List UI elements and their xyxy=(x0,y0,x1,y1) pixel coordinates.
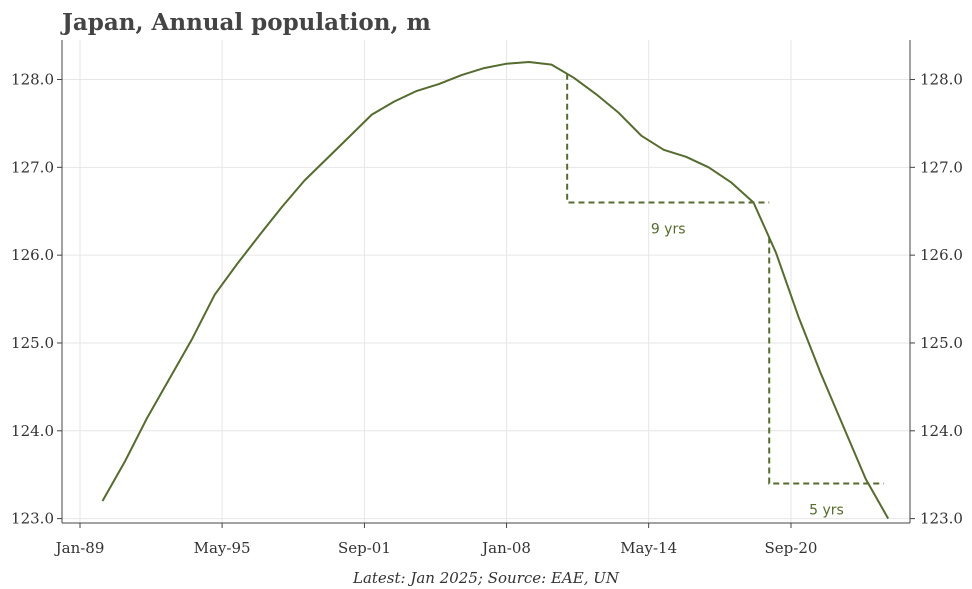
x-tick-label: Sep-01 xyxy=(338,539,391,557)
x-tick-label: Jan-08 xyxy=(480,539,531,557)
y-tick-label-left: 123.0 xyxy=(11,510,54,528)
y-tick-label-right: 124.0 xyxy=(920,422,963,440)
chart-title: Japan, Annual population, m xyxy=(60,9,431,36)
grid-layer xyxy=(62,40,910,523)
y-tick-label-right: 123.0 xyxy=(920,510,963,528)
annotation-bracket xyxy=(768,237,884,485)
y-tick-label-left: 125.0 xyxy=(11,334,54,352)
annotation-layer: 9 yrs 5 yrs xyxy=(566,73,884,518)
x-tick-label: May-14 xyxy=(620,539,677,557)
x-tick-label: Sep-20 xyxy=(765,539,818,557)
y-tick-label-right: 126.0 xyxy=(920,246,963,264)
annotation-label: 9 yrs xyxy=(651,221,686,237)
annotation-label: 5 yrs xyxy=(809,502,844,518)
y-tick-label-left: 124.0 xyxy=(11,422,54,440)
tick-layer: 123.0 123.0 124.0 124.0 125.0 125.0 126.0 126.0… xyxy=(11,71,963,557)
y-tick-label-right: 128.0 xyxy=(920,71,963,89)
axis-layer xyxy=(61,40,911,524)
y-tick-label-left: 128.0 xyxy=(11,71,54,89)
x-tick-label: May-95 xyxy=(194,539,251,557)
annotation-bracket xyxy=(566,73,770,204)
x-tick-label: Jan-89 xyxy=(54,539,105,557)
y-tick-label-left: 126.0 xyxy=(11,246,54,264)
y-tick-label-right: 125.0 xyxy=(920,334,963,352)
y-tick-label-right: 127.0 xyxy=(920,158,963,176)
y-tick-label-left: 127.0 xyxy=(11,158,54,176)
chart-footnote: Latest: Jan 2025; Source: EAE, UN xyxy=(352,569,620,587)
population-series-line xyxy=(101,61,890,520)
